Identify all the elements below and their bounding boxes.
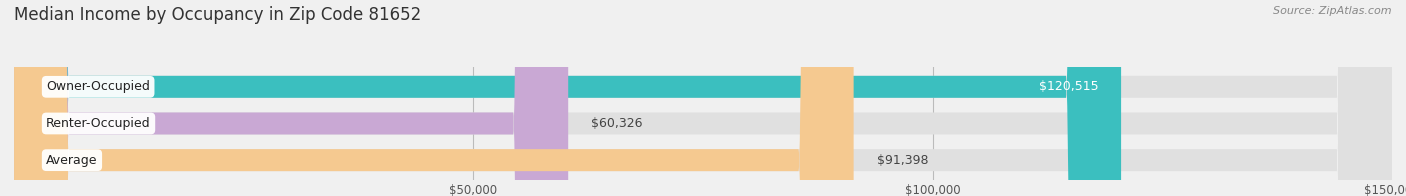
Text: Median Income by Occupancy in Zip Code 81652: Median Income by Occupancy in Zip Code 8… [14, 6, 422, 24]
Text: Average: Average [46, 154, 97, 167]
Text: Source: ZipAtlas.com: Source: ZipAtlas.com [1274, 6, 1392, 16]
Text: $91,398: $91,398 [876, 154, 928, 167]
FancyBboxPatch shape [14, 0, 853, 196]
FancyBboxPatch shape [14, 0, 568, 196]
Text: Renter-Occupied: Renter-Occupied [46, 117, 150, 130]
Text: $120,515: $120,515 [1039, 80, 1098, 93]
FancyBboxPatch shape [14, 0, 1392, 196]
Text: $60,326: $60,326 [591, 117, 643, 130]
FancyBboxPatch shape [14, 0, 1392, 196]
FancyBboxPatch shape [14, 0, 1392, 196]
FancyBboxPatch shape [14, 0, 1121, 196]
Text: Owner-Occupied: Owner-Occupied [46, 80, 150, 93]
